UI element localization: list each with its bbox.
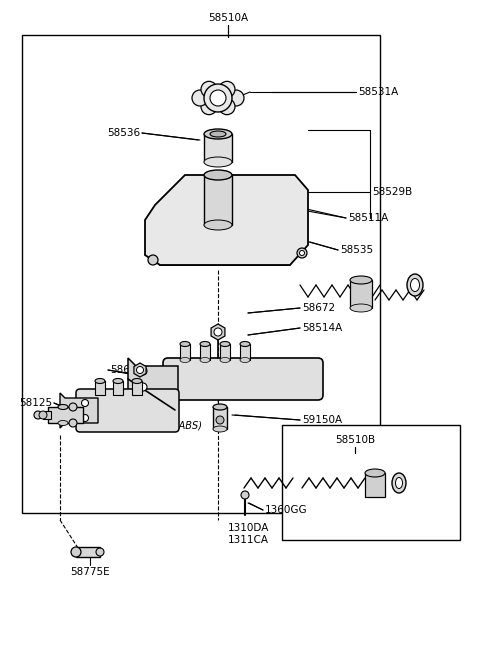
- Bar: [213, 407, 227, 429]
- Text: 58510A: 58510A: [208, 13, 248, 23]
- Circle shape: [214, 328, 222, 336]
- Bar: [350, 280, 372, 308]
- Text: 1360GG: 1360GG: [265, 505, 308, 515]
- Bar: [240, 344, 250, 360]
- Ellipse shape: [113, 379, 123, 383]
- Bar: [48, 407, 83, 423]
- Bar: [204, 175, 232, 225]
- Text: 58511A: 58511A: [348, 213, 388, 223]
- Ellipse shape: [58, 405, 68, 409]
- FancyBboxPatch shape: [76, 389, 179, 432]
- Text: 58535: 58535: [340, 245, 373, 255]
- Polygon shape: [211, 324, 225, 340]
- Circle shape: [82, 400, 88, 407]
- Ellipse shape: [200, 358, 210, 362]
- Circle shape: [241, 491, 249, 499]
- Text: (W/O ABS): (W/O ABS): [128, 385, 179, 395]
- Text: 58672: 58672: [110, 365, 143, 375]
- Ellipse shape: [204, 157, 232, 167]
- Circle shape: [228, 90, 244, 106]
- Polygon shape: [145, 175, 308, 265]
- Text: 58775E: 58775E: [70, 567, 110, 577]
- Text: (W/ABS): (W/ABS): [162, 420, 202, 430]
- Bar: [22, 35, 380, 513]
- Ellipse shape: [350, 304, 372, 312]
- Ellipse shape: [396, 477, 403, 489]
- Ellipse shape: [200, 341, 210, 346]
- Circle shape: [192, 90, 208, 106]
- Circle shape: [210, 90, 226, 106]
- Ellipse shape: [392, 473, 406, 493]
- Text: 1311CA: 1311CA: [228, 535, 269, 545]
- Bar: [43, 411, 51, 419]
- Text: 58536: 58536: [107, 128, 140, 138]
- Ellipse shape: [365, 469, 385, 477]
- Bar: [220, 344, 230, 360]
- Bar: [365, 473, 385, 497]
- Ellipse shape: [220, 341, 230, 346]
- Circle shape: [82, 415, 88, 422]
- Circle shape: [297, 248, 307, 258]
- Polygon shape: [134, 363, 146, 377]
- Circle shape: [216, 416, 224, 424]
- Text: 59150A: 59150A: [302, 415, 342, 425]
- Ellipse shape: [220, 358, 230, 362]
- Ellipse shape: [407, 274, 423, 296]
- Bar: [204, 134, 232, 162]
- Text: 58125: 58125: [19, 398, 52, 408]
- Circle shape: [139, 383, 147, 391]
- Circle shape: [139, 367, 147, 375]
- Ellipse shape: [204, 170, 232, 180]
- Ellipse shape: [213, 426, 227, 432]
- Ellipse shape: [39, 411, 47, 419]
- Bar: [200, 344, 210, 360]
- Circle shape: [148, 255, 158, 265]
- FancyBboxPatch shape: [163, 358, 323, 400]
- Text: 58672: 58672: [302, 303, 335, 313]
- Text: 58514A: 58514A: [302, 323, 342, 333]
- Ellipse shape: [240, 341, 250, 346]
- Circle shape: [201, 81, 217, 98]
- Circle shape: [204, 84, 232, 112]
- Ellipse shape: [204, 220, 232, 230]
- Circle shape: [136, 367, 144, 373]
- Ellipse shape: [213, 404, 227, 410]
- Ellipse shape: [240, 358, 250, 362]
- Bar: [132, 381, 142, 395]
- Ellipse shape: [410, 278, 420, 291]
- Bar: [282, 425, 460, 540]
- Text: 58531A: 58531A: [358, 87, 398, 97]
- Ellipse shape: [58, 421, 68, 426]
- Bar: [113, 381, 123, 395]
- Ellipse shape: [132, 379, 142, 383]
- Circle shape: [201, 99, 217, 115]
- Bar: [180, 344, 190, 360]
- Circle shape: [219, 99, 235, 115]
- Ellipse shape: [180, 341, 190, 346]
- Bar: [95, 381, 105, 395]
- Ellipse shape: [350, 276, 372, 284]
- Ellipse shape: [204, 129, 232, 139]
- Circle shape: [219, 81, 235, 98]
- Ellipse shape: [210, 131, 226, 137]
- Polygon shape: [128, 358, 178, 400]
- Circle shape: [69, 419, 77, 427]
- Text: 58529B: 58529B: [372, 187, 412, 197]
- Ellipse shape: [180, 358, 190, 362]
- Circle shape: [69, 403, 77, 411]
- Polygon shape: [60, 393, 98, 428]
- Text: 58510B: 58510B: [335, 435, 375, 445]
- Text: 1310DA: 1310DA: [228, 523, 269, 533]
- Ellipse shape: [96, 548, 104, 556]
- Ellipse shape: [95, 379, 105, 383]
- Circle shape: [34, 411, 42, 419]
- Ellipse shape: [71, 547, 81, 557]
- Bar: [76, 547, 100, 557]
- Circle shape: [300, 250, 304, 255]
